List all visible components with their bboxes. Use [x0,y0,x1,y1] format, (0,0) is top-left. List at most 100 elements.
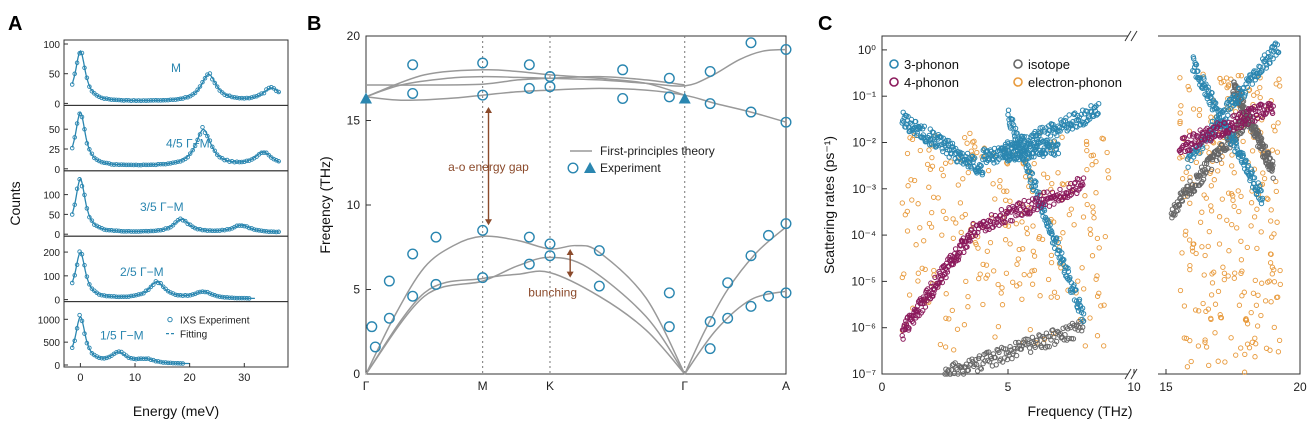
scatter-point [1044,189,1050,195]
scatter-point [1078,307,1084,313]
scatter-point [1232,270,1238,276]
scatter-point [1047,133,1054,139]
scatter-point [1248,200,1255,206]
scatter-point [953,220,959,226]
experiment-point [114,162,119,167]
scatter-point [1084,141,1090,148]
scatter-point [1217,156,1223,162]
experiment-point [121,162,127,168]
scatter-point [984,272,991,278]
scatter-point [1269,110,1276,117]
scatter-point [1269,264,1276,270]
experiment-point [246,95,252,101]
scatter-point [1208,208,1215,214]
kpoint-label: K [546,379,554,393]
scatter-point [1068,335,1075,342]
experiment-point [141,356,146,362]
experiment-point [256,228,262,233]
scatter-point [1043,150,1049,157]
scatter-point [1202,252,1208,259]
x-tick-label: 15 [1159,380,1173,394]
scatter-point [925,286,931,292]
experiment-circle [704,65,716,77]
experiment-point [163,286,168,292]
scatter-point [1229,221,1235,228]
scatter-point [1277,267,1283,274]
scatter-point [1039,150,1045,156]
experiment-point [212,228,218,234]
scatter-point [1269,165,1276,172]
scatter-point [1067,274,1073,281]
scatter-point [1179,176,1186,182]
scatter-point [938,276,945,282]
scatter-point [1190,154,1197,160]
experiment-point [77,177,82,182]
scatter-point [1079,305,1086,311]
scatter-point [1030,248,1036,254]
experiment-point [84,340,90,346]
scatter-point [963,278,969,285]
scatter-point [1091,215,1097,221]
scatter-point [1048,259,1055,266]
scatter-point [904,150,911,157]
scatter-point [1204,144,1210,150]
scatter-point [1047,127,1053,134]
experiment-point [151,162,156,167]
kpoint-label: Γ [363,379,370,393]
scatter-point [1240,150,1246,157]
scatter-point [1275,349,1282,355]
scatter-point [1242,92,1248,98]
scatter-point [1080,324,1086,330]
experiment-circle [477,57,489,69]
experiment-point [101,96,107,101]
experiment-point [138,229,144,234]
scatter-point [1105,175,1112,181]
scatter-point [1270,56,1276,62]
subplot-3: 0 50 100 3/5 Γ−M [43,170,289,241]
experiment-point [146,98,151,103]
scatter-point [929,209,935,216]
scatter-point [1196,106,1203,113]
experiment-circle [477,272,489,284]
scatter-point [931,290,937,297]
experiment-point [77,312,82,318]
panel-b: Γ M K Γ A 0 5 10 15 20 Freqency (THz) a-o energy ga… [317,29,792,393]
scatter-point [943,274,949,281]
scatter-point [1094,235,1101,242]
scatter-point [1221,78,1227,85]
scatter-point [960,371,967,377]
scatter-point [1242,90,1249,96]
scatter-point [1056,124,1063,131]
scatter-point [1270,175,1276,181]
scatter-point [946,316,952,322]
scatter-point [1036,235,1042,242]
scatter-point [992,334,998,340]
experiment-point [106,161,112,166]
series-isotope [942,79,1276,377]
experiment-point [239,223,245,228]
experiment-point [101,293,107,298]
scatter-point [977,365,983,371]
experiment-point [96,94,102,100]
experiment-point [222,157,227,163]
legend-label: electron-phonon [1028,75,1122,90]
subplot-label: 3/5 Γ−M [140,200,184,214]
experiment-point [269,229,274,234]
scatter-point [1169,215,1175,221]
scatter-point [1054,294,1060,300]
experiment-point [242,96,247,101]
scatter-point [1094,293,1101,299]
scatter-point [1184,364,1191,370]
experiment-point [224,227,230,232]
scatter-point [1209,280,1216,286]
scatter-point [1190,241,1196,247]
scatter-point [914,130,920,136]
experiment-point [224,93,230,99]
scatter-point [961,249,967,256]
scatter-point [1209,90,1215,96]
scatter-point [1069,286,1076,293]
y-axis-label: Counts [7,181,23,225]
experiment-point [185,95,190,100]
scatter-point [915,270,921,276]
experiment-point [232,159,237,165]
